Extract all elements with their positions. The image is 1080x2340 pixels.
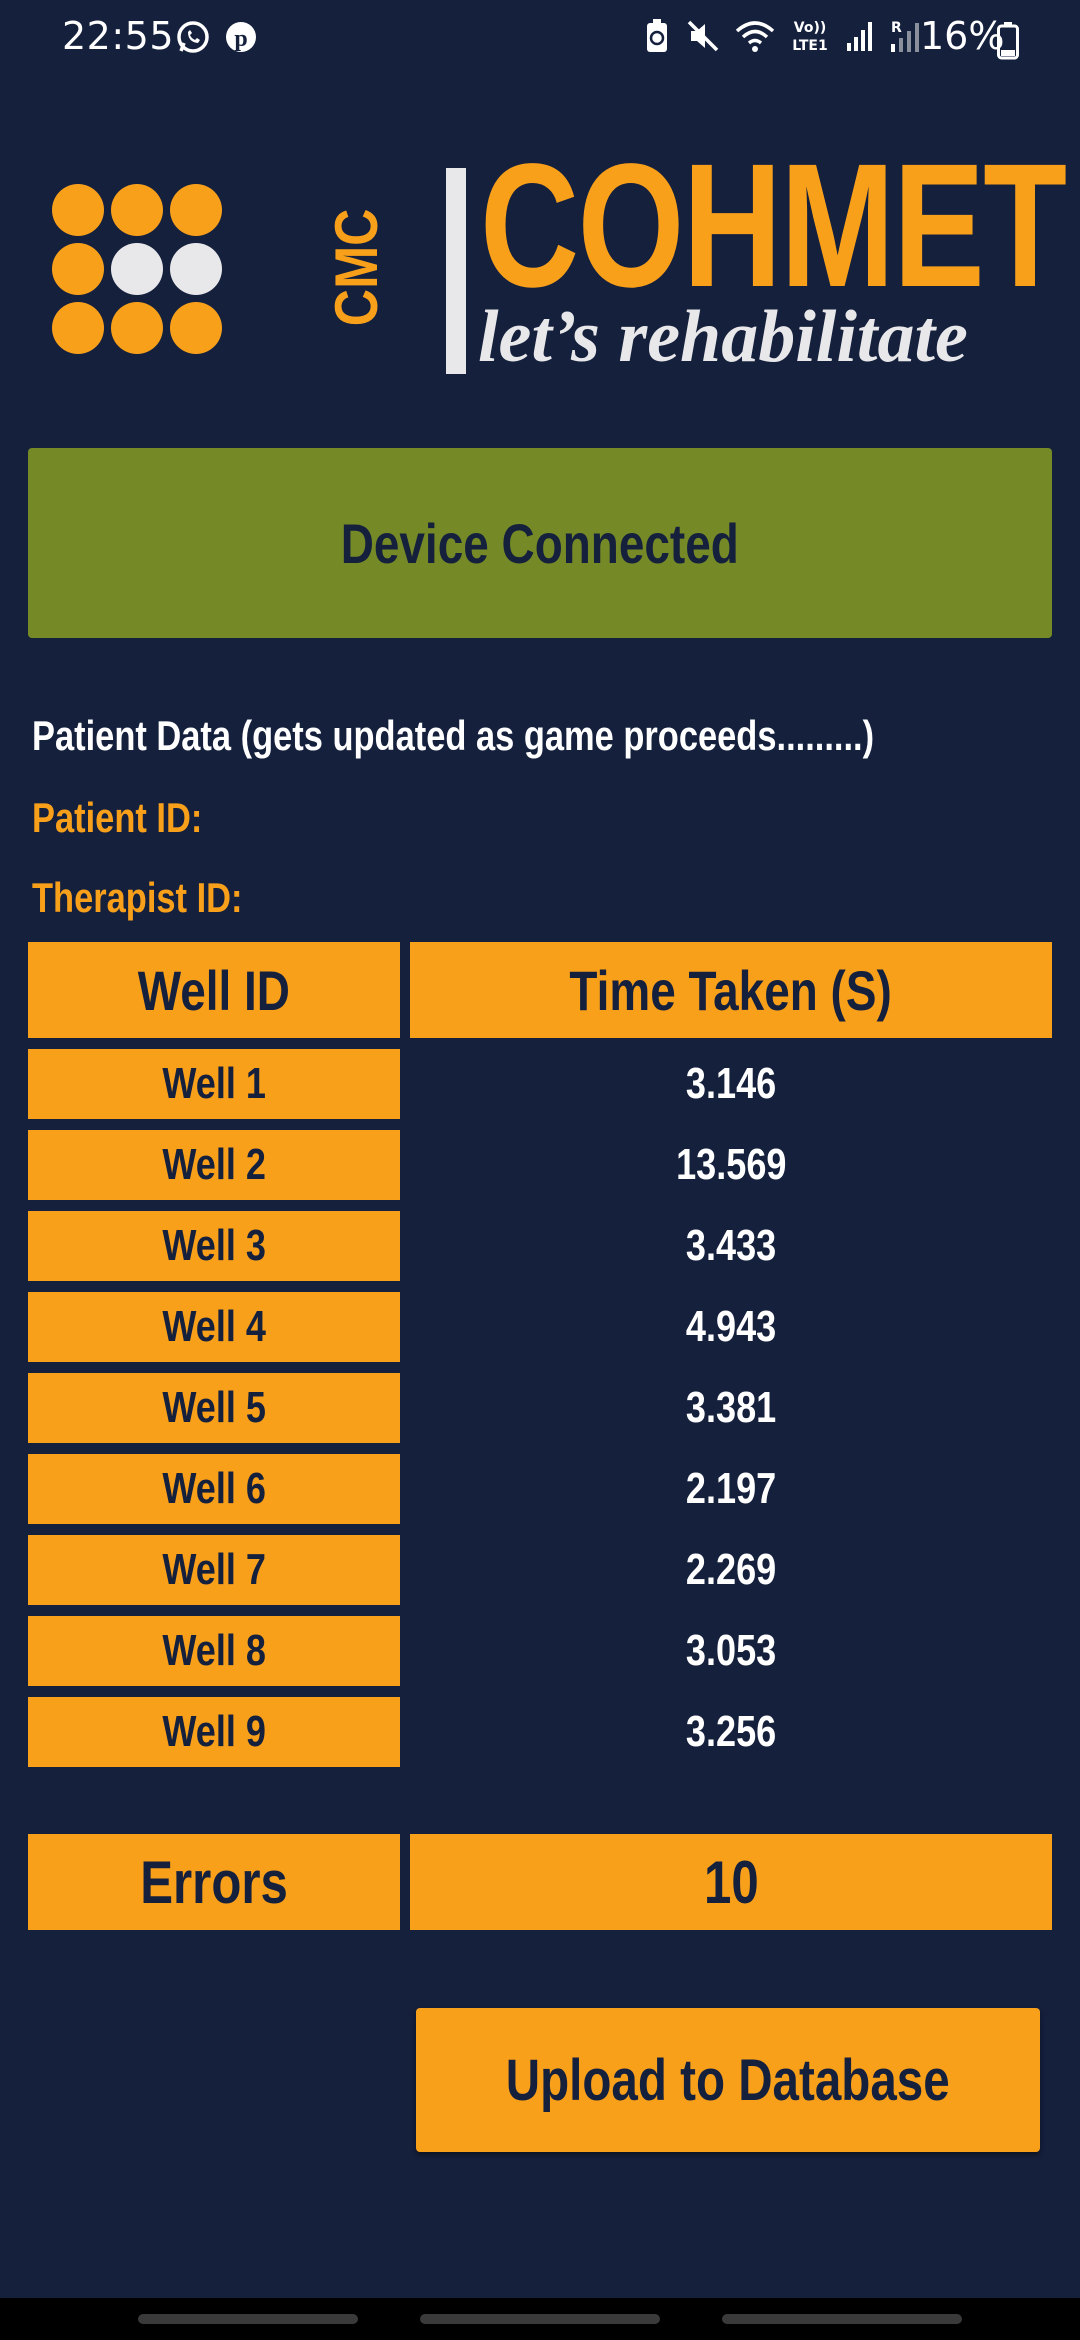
well-5-time: 3.381: [410, 1373, 1052, 1443]
well-3-text: Well 3: [162, 1221, 266, 1270]
well-5-text: Well 5: [162, 1383, 266, 1432]
volte-icon: Vo)) LTE1: [792, 20, 827, 54]
header-time-taken-text: Time Taken (S): [569, 958, 893, 1022]
status-icons-right: Vo)) LTE1 R: [643, 18, 923, 54]
errors-value: 10: [410, 1834, 1052, 1930]
status-time: 22:55: [62, 14, 175, 58]
well-7-label: Well 7: [28, 1535, 400, 1605]
well-9-label: Well 9: [28, 1697, 400, 1767]
well-1-time-text: 3.146: [685, 1059, 777, 1108]
well-4-time-text: 4.943: [685, 1302, 777, 1351]
logo-cmc: CMC: [323, 209, 382, 327]
well-2-time-text: 13.569: [675, 1140, 787, 1189]
logo-name: COHMET: [480, 128, 1067, 324]
well-8-time: 3.053: [410, 1616, 1052, 1686]
well-9-time: 3.256: [410, 1697, 1052, 1767]
wifi-icon: [735, 21, 775, 52]
nav-back-handle[interactable]: [722, 2314, 962, 2324]
header-time-taken: Time Taken (S): [410, 942, 1052, 1038]
navigation-bar: [0, 2298, 1080, 2340]
errors-label-text: Errors: [140, 1848, 288, 1916]
therapist-id-label: Therapist ID:: [32, 874, 243, 921]
well-4-time: 4.943: [410, 1292, 1052, 1362]
logo-tagline: let’s rehabilitate: [478, 296, 968, 378]
header-well-id: Well ID: [28, 942, 400, 1038]
whatsapp-icon: [177, 21, 209, 53]
well-1-label: Well 1: [28, 1049, 400, 1119]
well-1-time: 3.146: [410, 1049, 1052, 1119]
well-3-label: Well 3: [28, 1211, 400, 1281]
pinterest-icon: p: [226, 22, 256, 52]
well-9-text: Well 9: [162, 1707, 266, 1756]
connection-status-text: Device Connected: [340, 511, 740, 575]
logo-dot-grid-icon: [52, 184, 222, 354]
well-8-time-text: 3.053: [685, 1626, 777, 1675]
well-1-text: Well 1: [162, 1059, 266, 1108]
well-7-time-text: 2.269: [685, 1545, 777, 1594]
well-6-time: 2.197: [410, 1454, 1052, 1524]
well-3-time: 3.433: [410, 1211, 1052, 1281]
well-8-label: Well 8: [28, 1616, 400, 1686]
well-6-text: Well 6: [162, 1464, 266, 1513]
nav-home-handle[interactable]: [420, 2314, 660, 2324]
well-9-time-text: 3.256: [685, 1707, 777, 1756]
well-6-label: Well 6: [28, 1454, 400, 1524]
well-2-time: 13.569: [410, 1130, 1052, 1200]
well-7-text: Well 7: [162, 1545, 266, 1594]
errors-label: Errors: [28, 1834, 400, 1930]
well-4-label: Well 4: [28, 1292, 400, 1362]
roaming-label: R: [891, 20, 902, 36]
nav-recents-handle[interactable]: [138, 2314, 358, 2324]
upload-to-database-button[interactable]: Upload to Database: [416, 2008, 1040, 2152]
well-7-time: 2.269: [410, 1535, 1052, 1605]
status-icons-left: p: [176, 20, 258, 54]
well-6-time-text: 2.197: [685, 1464, 777, 1513]
recycle-battery-icon: [647, 19, 667, 52]
connection-status-banner: Device Connected: [28, 448, 1052, 638]
well-4-text: Well 4: [162, 1302, 266, 1351]
logo-divider: [446, 168, 466, 374]
signal-icon: [847, 22, 872, 51]
battery-icon: [997, 22, 1019, 60]
upload-button-label: Upload to Database: [506, 2047, 950, 2113]
patient-id-label: Patient ID:: [32, 794, 203, 841]
header-well-id-text: Well ID: [137, 958, 291, 1022]
well-3-time-text: 3.433: [685, 1221, 777, 1270]
volte-label-top: Vo)): [794, 20, 826, 36]
patient-data-heading: Patient Data (gets updated as game proce…: [32, 712, 875, 759]
well-8-text: Well 8: [162, 1626, 266, 1675]
well-2-label: Well 2: [28, 1130, 400, 1200]
svg-text:p: p: [234, 26, 247, 52]
battery-percent: 16%: [920, 14, 1005, 58]
volte-label-bottom: LTE1: [792, 38, 827, 54]
well-5-label: Well 5: [28, 1373, 400, 1443]
signal-roaming-icon: R: [891, 20, 919, 52]
logo-cmc-text: CMC: [323, 209, 382, 327]
mute-icon: [687, 20, 719, 52]
errors-value-text: 10: [703, 1848, 759, 1916]
well-5-time-text: 3.381: [685, 1383, 777, 1432]
well-2-text: Well 2: [162, 1140, 266, 1189]
